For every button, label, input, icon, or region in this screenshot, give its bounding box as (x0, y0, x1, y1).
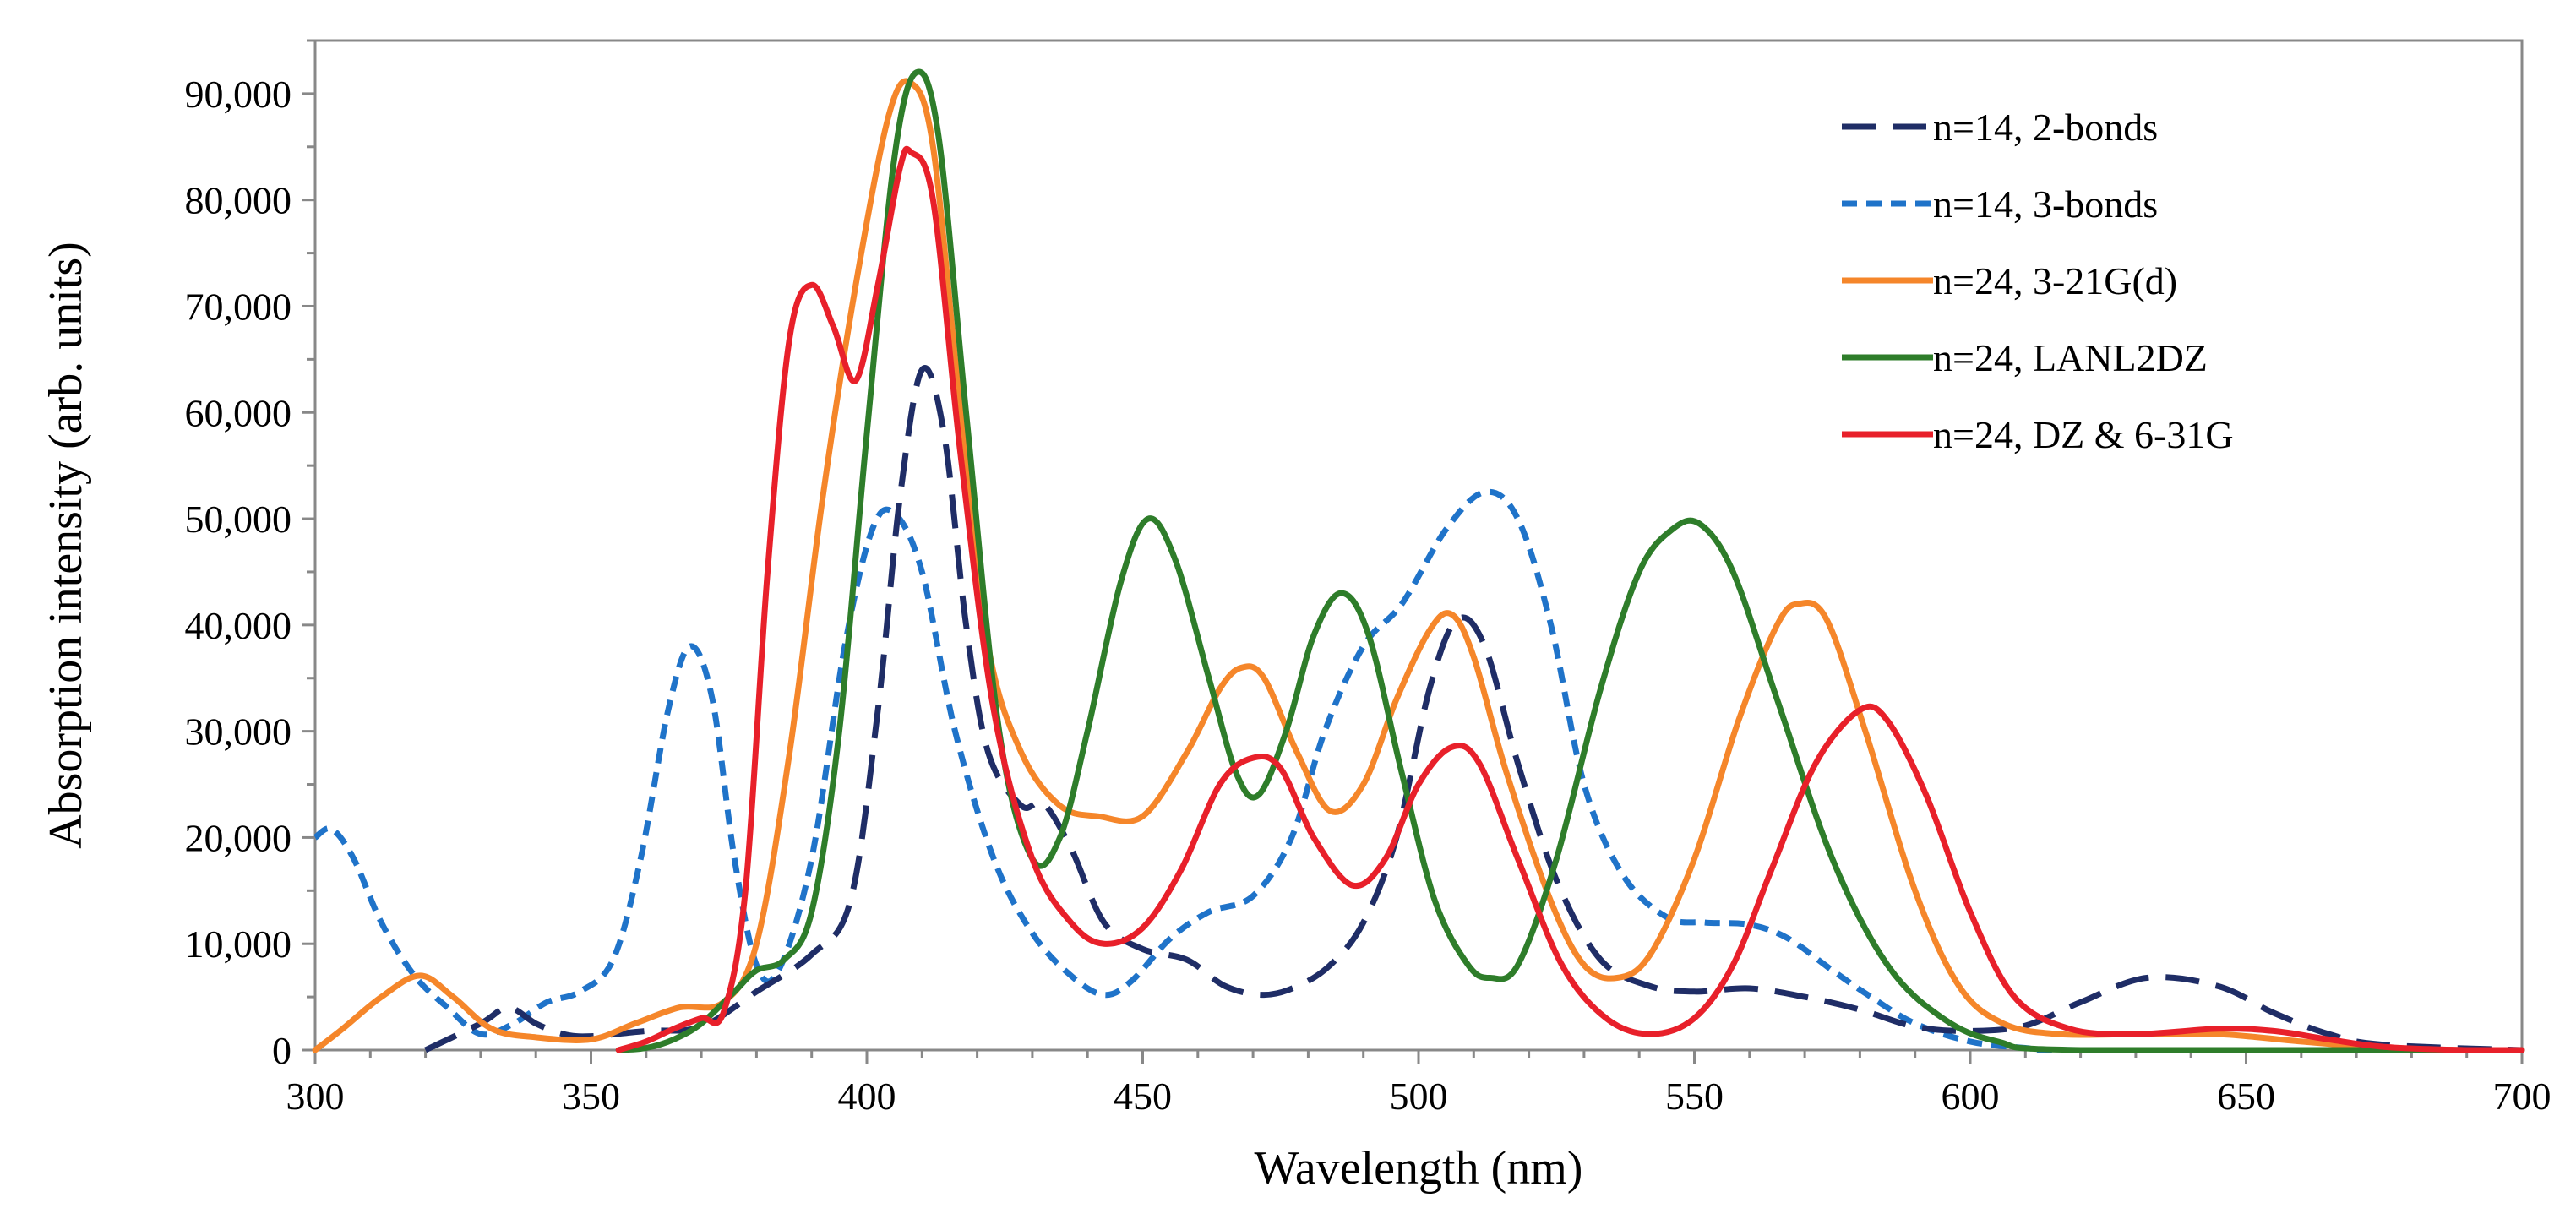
x-tick-label: 400 (838, 1075, 896, 1118)
y-tick-label: 60,000 (185, 391, 292, 434)
y-tick-label: 40,000 (185, 604, 292, 647)
y-tick-label: 90,000 (185, 73, 292, 116)
legend-label-0: n=14, 2-bonds (1933, 106, 2158, 149)
legend-label-4: n=24, DZ & 6-31G (1933, 413, 2234, 456)
series-line-2 (312, 78, 2525, 1053)
y-tick-label: 0 (272, 1029, 291, 1072)
legend-label-3: n=24, LANL2DZ (1933, 336, 2208, 379)
x-tick-label: 450 (1114, 1075, 1172, 1118)
y-tick-label: 30,000 (185, 710, 292, 754)
x-axis-title: Wavelength (nm) (1255, 1142, 1583, 1195)
legend-label-1: n=14, 3-bonds (1933, 182, 2158, 226)
series-line-1 (313, 488, 2522, 1053)
legend-label-2: n=24, 3-21G(d) (1933, 259, 2177, 302)
x-tick-label: 650 (2217, 1075, 2275, 1118)
series-line-3 (615, 68, 2525, 1053)
y-tick-label: 20,000 (185, 816, 292, 859)
y-tick-label: 10,000 (185, 922, 292, 966)
series-line-4 (615, 145, 2525, 1053)
x-tick-label: 350 (562, 1075, 620, 1118)
x-tick-label: 600 (1942, 1075, 2000, 1118)
series-layer (312, 68, 2525, 1053)
x-tick-label: 300 (286, 1075, 345, 1118)
y-tick-label: 80,000 (185, 179, 292, 222)
x-tick-label: 550 (1665, 1075, 1724, 1118)
x-axis-ticks: 300 350 400 450 500 550 600 650 700 (286, 1050, 2551, 1118)
plot-area (313, 39, 2524, 1052)
y-tick-label: 70,000 (185, 285, 292, 328)
y-axis-title: Absorption intensity (arb. units) (40, 242, 92, 849)
x-tick-label: 500 (1390, 1075, 1448, 1118)
y-tick-label: 50,000 (185, 498, 292, 541)
legend: n=14, 2-bonds n=14, 3-bonds n=24, 3-21G(d)… (1842, 106, 2234, 456)
series-line-0 (424, 365, 2523, 1053)
x-tick-label: 700 (2493, 1075, 2551, 1118)
y-axis-ticks: 0 10,000 20,000 30,000 40,000 50,000 60,000 70,… (185, 39, 315, 1072)
